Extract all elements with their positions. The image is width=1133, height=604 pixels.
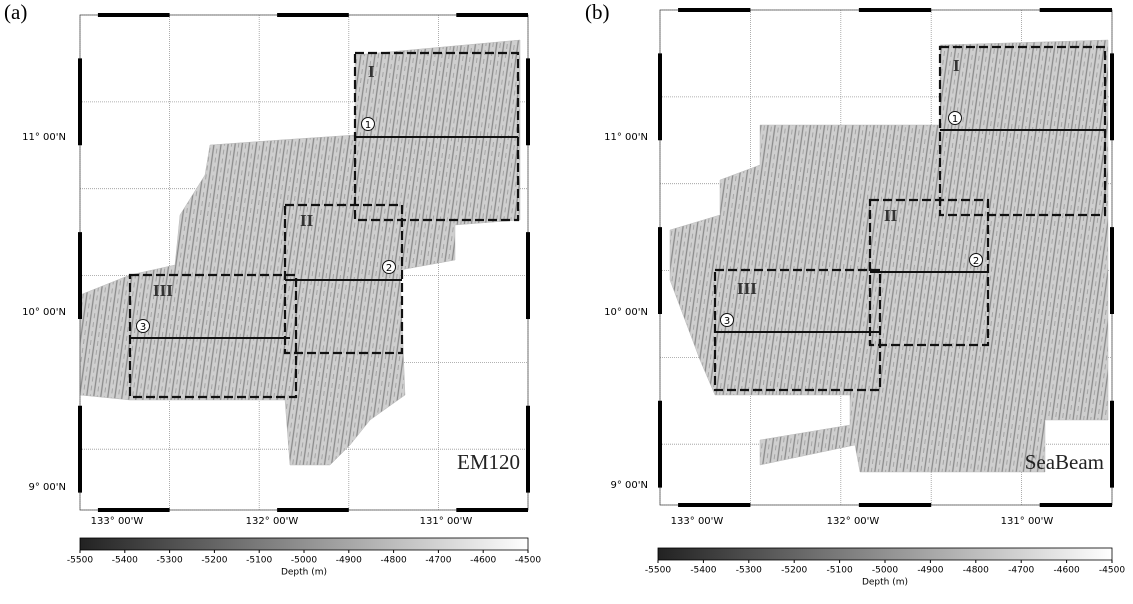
colorbar-tick-label: -4800: [963, 566, 989, 576]
longitude-label: 133° 00'W: [671, 516, 724, 527]
longitude-label: 131° 00'W: [1001, 516, 1054, 527]
colorbar-tick-label: -5500: [67, 556, 93, 566]
panel-label: (b): [585, 0, 610, 24]
sonar-name: SeaBeam: [1025, 450, 1104, 474]
box-label: II: [884, 206, 898, 225]
latitude-label: 9° 00'N: [611, 480, 649, 491]
box-label: II: [300, 211, 314, 230]
profile-marker: [382, 260, 396, 274]
profile-marker: [361, 117, 375, 131]
colorbar-tick-label: -4700: [1008, 566, 1034, 576]
longitude-label: 132° 00'W: [246, 516, 299, 527]
box-label: III: [737, 279, 757, 298]
profile-number: 2: [386, 263, 392, 274]
sonar-name: EM120: [457, 450, 520, 474]
profile-number: 1: [365, 120, 371, 131]
study-box: [128, 273, 298, 399]
profile-number: 2: [973, 256, 979, 267]
colorbar-tick-label: -5400: [690, 566, 716, 576]
latitude-label: 10° 00'N: [604, 307, 648, 318]
colorbar-tick-label: -4900: [917, 566, 943, 576]
colorbar-label: Depth (m): [281, 568, 327, 578]
profile-number: 1: [952, 114, 958, 125]
profile-marker: [948, 111, 962, 125]
colorbar-tick-label: -5500: [645, 566, 671, 576]
colorbar-tick-label: -5200: [781, 566, 807, 576]
longitude-label: 132° 00'W: [827, 516, 880, 527]
latitude-label: 11° 00'N: [604, 132, 648, 143]
colorbar-tick-label: -4500: [1099, 566, 1125, 576]
profile-marker: [969, 253, 983, 267]
latitude-label: 9° 00'N: [29, 482, 67, 493]
colorbar-tick-label: -5200: [201, 556, 227, 566]
box-label: I: [368, 62, 375, 81]
colorbar-label: Depth (m): [862, 578, 908, 588]
longitude-label: 131° 00'W: [420, 516, 473, 527]
profile-number: 3: [724, 316, 730, 327]
colorbar-tick-label: -4900: [336, 556, 362, 566]
study-box: [713, 268, 882, 392]
colorbar-tick-label: -5000: [872, 566, 898, 576]
colorbar-tick-label: -5000: [291, 556, 317, 566]
longitude-label: 133° 00'W: [91, 516, 144, 527]
latitude-label: 11° 00'N: [22, 132, 66, 143]
colorbar-tick-label: -4600: [470, 556, 496, 566]
panel-label: (a): [4, 0, 27, 24]
colorbar-tick-label: -4600: [1054, 566, 1080, 576]
colorbar-tick-label: -5100: [827, 566, 853, 576]
colorbar-tick-label: -5300: [736, 566, 762, 576]
colorbar: [657, 547, 1113, 561]
profile-marker: [720, 313, 734, 327]
profile-marker: [136, 319, 150, 333]
colorbar-tick-label: -4500: [515, 556, 541, 566]
latitude-label: 10° 00'N: [22, 307, 66, 318]
bathymetry-swath: [79, 39, 521, 466]
colorbar-tick-label: -4800: [381, 556, 407, 566]
profile-number: 3: [140, 322, 146, 333]
colorbar-tick-label: -4700: [425, 556, 451, 566]
box-label: I: [953, 56, 960, 75]
colorbar-tick-label: -5300: [157, 556, 183, 566]
colorbar-tick-label: -5100: [246, 556, 272, 566]
bathymetry-swath: [669, 39, 1109, 473]
box-label: III: [153, 281, 173, 300]
colorbar-tick-label: -5400: [112, 556, 138, 566]
colorbar: [79, 537, 529, 551]
